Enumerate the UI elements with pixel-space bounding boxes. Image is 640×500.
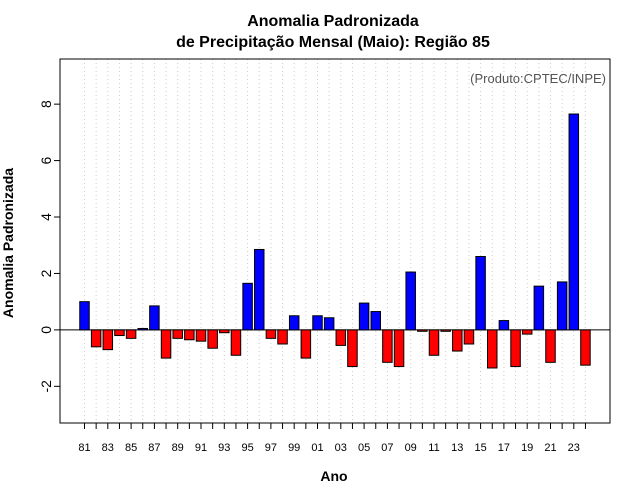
x-tick-label: 99 <box>288 442 300 454</box>
bar-83 <box>102 329 114 351</box>
bar-12 <box>440 329 451 332</box>
bar-85 <box>125 329 137 339</box>
bar-94 <box>230 329 242 356</box>
x-tick-label: 95 <box>241 442 253 454</box>
chart-title-line-1: Anomalia Padronizada <box>247 13 419 30</box>
x-tick-label: 11 <box>428 442 439 454</box>
bar-07 <box>382 329 393 363</box>
bar-89 <box>172 329 183 339</box>
bar-97 <box>265 329 277 339</box>
x-tick-label: 13 <box>451 442 463 454</box>
bar-98 <box>277 329 288 345</box>
bar-82 <box>90 329 102 348</box>
bar-09 <box>405 271 416 331</box>
y-tick-label: 8 <box>38 100 54 108</box>
bar-13 <box>452 329 463 352</box>
x-tick-label: 83 <box>102 442 114 454</box>
bar-90 <box>184 329 195 341</box>
bar-10 <box>417 329 428 332</box>
y-tick-label: -2 <box>38 380 54 393</box>
bar-19 <box>521 329 533 335</box>
x-tick-label: 87 <box>148 442 160 454</box>
chart-title-line-2: de Precipitação Mensal (Maio): Região 85 <box>176 34 490 51</box>
x-tick-label: 91 <box>195 442 207 454</box>
bar-01 <box>312 315 323 331</box>
x-tick-label: 07 <box>381 442 393 454</box>
x-tick-label: 17 <box>498 442 510 454</box>
bar-08 <box>393 329 405 368</box>
bar-96 <box>254 248 265 331</box>
x-tick-label: 81 <box>78 442 90 454</box>
bar-18 <box>510 329 521 368</box>
bar-16 <box>487 329 498 369</box>
x-axis: 81 83 85 87 89 91 93 95 97 99 01 03 05 07 09 11 13 15 17 19… <box>78 423 586 454</box>
plot-frame <box>59 58 611 424</box>
bar-21 <box>545 329 556 363</box>
bar-02 <box>323 317 335 331</box>
bar-15 <box>475 256 486 331</box>
x-tick-label: 89 <box>172 442 184 454</box>
bar-23 <box>568 113 580 331</box>
bar-91 <box>195 329 207 342</box>
bar-20 <box>533 285 545 331</box>
bar-17 <box>498 320 510 331</box>
bar-92 <box>207 329 218 349</box>
x-tick-label: 01 <box>311 442 323 454</box>
x-tick-label: 93 <box>218 442 230 454</box>
bar-81 <box>79 301 90 331</box>
bar-00 <box>300 329 312 359</box>
bar-05 <box>358 302 370 331</box>
bar-14 <box>463 329 475 345</box>
bar-84 <box>114 329 125 337</box>
source-annotation: (Produto:CPTEC/INPE) <box>470 71 606 86</box>
x-tick-label: 19 <box>521 442 533 454</box>
y-tick-label: 4 <box>38 213 54 221</box>
x-tick-label: 85 <box>125 442 137 454</box>
bar-87 <box>149 305 160 331</box>
y-axis-label: Anomalia Padronizada <box>0 168 16 318</box>
bar-24 <box>580 329 591 366</box>
bars <box>79 113 591 369</box>
y-tick-label: 0 <box>38 326 54 334</box>
bar-86 <box>137 327 148 331</box>
bar-95 <box>242 282 253 331</box>
x-tick-label: 97 <box>265 442 277 454</box>
x-tick-label: 03 <box>335 442 347 454</box>
x-tick-label: 05 <box>358 442 370 454</box>
x-tick-label: 23 <box>568 442 580 454</box>
bar-99 <box>288 315 300 331</box>
x-axis-label: Ano <box>320 468 347 484</box>
bar-93 <box>219 329 230 334</box>
bar-06 <box>370 311 381 331</box>
bar-22 <box>556 281 568 331</box>
y-tick-label: 2 <box>38 269 54 277</box>
bar-88 <box>160 329 172 359</box>
x-tick-label: 21 <box>544 442 556 454</box>
bar-04 <box>347 329 358 368</box>
bar-03 <box>335 329 347 346</box>
y-axis: -2 0 2 4 6 8 <box>38 100 60 393</box>
bar-11 <box>428 329 440 356</box>
vertical-gridlines <box>84 59 586 423</box>
x-tick-label: 09 <box>405 442 417 454</box>
x-tick-label: 15 <box>474 442 486 454</box>
y-tick-label: 6 <box>38 156 54 164</box>
